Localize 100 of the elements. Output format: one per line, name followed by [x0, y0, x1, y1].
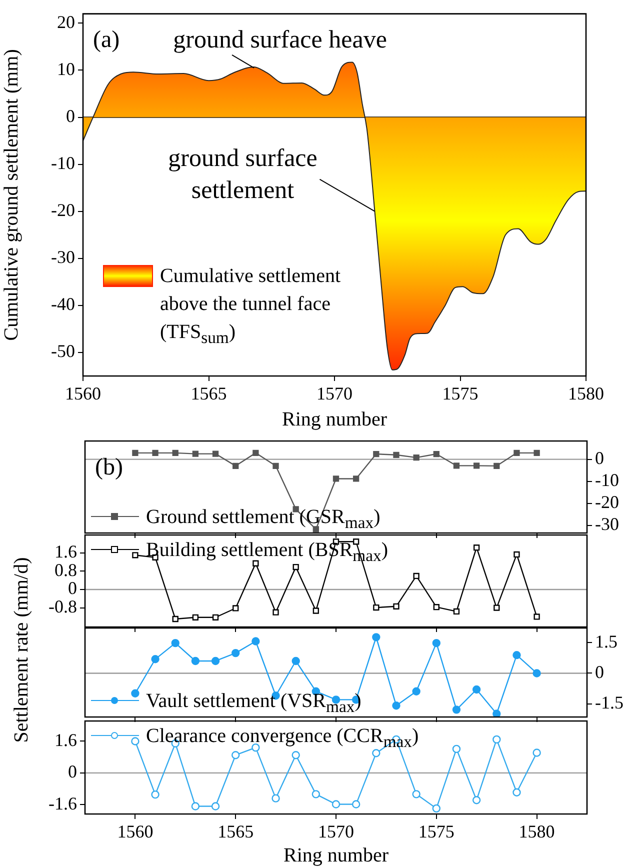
- point: [172, 450, 178, 456]
- x-tick-label: 1580: [518, 822, 555, 842]
- point: [212, 450, 219, 457]
- point: [252, 560, 259, 566]
- point: [494, 462, 500, 470]
- x-tick-label: 1575: [418, 822, 454, 842]
- y-tick-label: 0: [66, 106, 75, 126]
- y-tick-label: 0: [68, 578, 77, 598]
- annotation: (a): [93, 27, 120, 54]
- point: [131, 737, 140, 746]
- point: [514, 450, 520, 456]
- point: [534, 450, 540, 456]
- point: [272, 462, 279, 470]
- point: [191, 802, 200, 810]
- y-tick-label: -10: [51, 153, 75, 174]
- point: [132, 552, 138, 558]
- point: [272, 609, 279, 616]
- x-axis-title: Ring number: [282, 408, 388, 430]
- y-tick-label: 1.6: [54, 542, 77, 562]
- y-axis-title: Settlement rate (mm/d): [10, 557, 34, 743]
- point: [252, 450, 259, 456]
- point: [292, 751, 300, 760]
- point: [534, 614, 540, 620]
- point: [352, 800, 360, 808]
- y2-tick-label: 0: [595, 448, 604, 468]
- point: [192, 450, 199, 457]
- point: [452, 744, 461, 754]
- y-tick-label: -50: [51, 341, 75, 362]
- y-tick-label: 1.6: [54, 730, 77, 750]
- point: [512, 788, 521, 796]
- point: [232, 462, 239, 470]
- y-tick-label: 0: [68, 762, 77, 782]
- y2-tick-label: -20: [595, 492, 619, 512]
- x-tick-label: 1570: [318, 822, 354, 842]
- legend-label: Cumulative settlement above the tunnel face (TFS$_{sum}$): [160, 264, 342, 349]
- point: [192, 614, 199, 620]
- y-tick-label: 0.8: [54, 560, 77, 580]
- point: [532, 748, 541, 757]
- point: [171, 638, 180, 648]
- point: [292, 656, 300, 666]
- y-tick-label: -1.6: [48, 793, 77, 814]
- point: [392, 701, 400, 710]
- y-axis-title: Cumulative ground settlement (mm): [0, 49, 22, 341]
- point: [212, 614, 219, 620]
- point: [353, 476, 360, 482]
- point: [433, 604, 440, 610]
- y2-tick-label: -1.5: [595, 692, 624, 712]
- point: [532, 669, 541, 678]
- point: [232, 605, 239, 612]
- point: [292, 564, 299, 570]
- x-tick-label: 1565: [218, 822, 254, 842]
- point: [332, 476, 340, 482]
- y-tick-label: -40: [51, 294, 75, 314]
- x-tick-label: 1580: [568, 384, 604, 404]
- x-tick-label: 1560: [117, 822, 154, 842]
- point: [152, 450, 158, 456]
- annotation: ground surface heave: [173, 26, 387, 54]
- x-tick-label: 1575: [442, 384, 478, 404]
- y-tick-label: -30: [51, 247, 75, 268]
- point: [494, 604, 500, 611]
- point: [492, 735, 501, 744]
- point: [393, 452, 400, 458]
- x-axis-title: Ring number: [284, 844, 389, 866]
- point: [452, 706, 461, 714]
- y2-tick-label: 1.5: [595, 631, 618, 652]
- point: [512, 650, 521, 660]
- y-tick-label: -20: [51, 200, 75, 220]
- point: [131, 689, 140, 698]
- point: [211, 656, 220, 666]
- point: [432, 804, 440, 813]
- point: [332, 800, 340, 808]
- point: [412, 687, 420, 696]
- point: [373, 604, 380, 611]
- point: [433, 450, 440, 458]
- point: [432, 638, 440, 648]
- point: [492, 710, 501, 717]
- point: [372, 633, 380, 642]
- point: [211, 802, 220, 810]
- y-tick-label: -0.8: [48, 596, 77, 617]
- y-tick-label: 20: [57, 12, 75, 32]
- point: [372, 749, 380, 758]
- annotation: ground surface settlement: [168, 144, 318, 204]
- point: [412, 790, 420, 798]
- point: [151, 790, 160, 799]
- point: [332, 696, 340, 704]
- x-tick-label: 1560: [65, 384, 101, 404]
- y2-tick-label: -10: [595, 470, 619, 490]
- point: [232, 648, 240, 658]
- point: [252, 637, 260, 646]
- point: [393, 603, 400, 610]
- point: [172, 616, 178, 622]
- annotation: (b): [95, 454, 123, 480]
- point: [453, 608, 460, 615]
- y2-tick-label: 0: [595, 662, 604, 682]
- point: [353, 538, 360, 545]
- point: [472, 796, 481, 804]
- point: [232, 751, 240, 760]
- point: [132, 450, 138, 456]
- point: [473, 462, 480, 469]
- point: [413, 572, 420, 580]
